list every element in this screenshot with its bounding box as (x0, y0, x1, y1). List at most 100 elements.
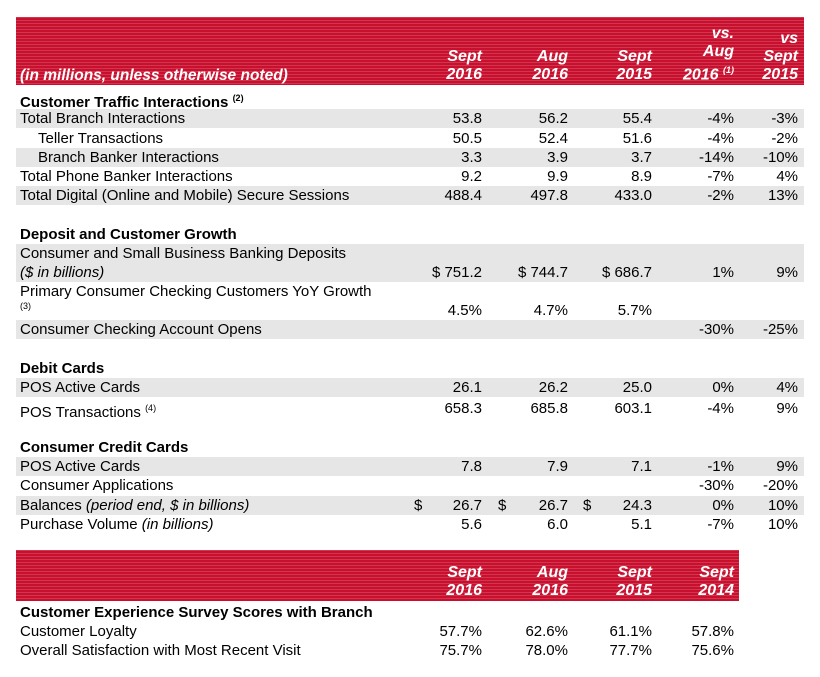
footnote-1: (1) (723, 64, 734, 75)
row-label: Balances (period end, $ in billions) (20, 497, 250, 514)
section-title-row: Deposit and Customer Growth (16, 225, 804, 244)
cell-vs-aug: -4% (707, 130, 734, 147)
footnote-3: (3) (20, 301, 31, 311)
cell-sept-2015: 5.7% (617, 302, 652, 319)
cell-sept-2015: 603.1 (614, 400, 652, 417)
cell-sept-2016: 9.2 (461, 168, 482, 185)
section-title: Debit Cards (20, 360, 105, 377)
cell-sept-2016: 5.6 (461, 516, 482, 533)
cell-vs-aug: 0% (712, 497, 734, 514)
cell-vs-aug: -30% (698, 321, 734, 338)
table-row: Teller Transactions 50.5 52.4 51.6 -4% -… (16, 129, 804, 148)
section-title-row: Customer Experience Survey Scores with B… (16, 603, 804, 622)
survey-col-sept-2014: Sept 2014 (698, 564, 734, 599)
cell-sept-2015: 433.0 (614, 187, 652, 204)
section-title-row: Debit Cards (16, 359, 804, 378)
row-label: POS Transactions (4) (20, 403, 157, 421)
header-col-vs-aug-2016: vs. Aug 2016 (1) (682, 24, 734, 83)
table-header-banner: Sept 2016 Aug 2016 Sept 2015 vs. Aug 2016 (… (16, 17, 804, 85)
cell-vs-aug: -30% (698, 477, 734, 494)
cell-vs-aug: -4% (707, 400, 734, 417)
table-row: Balances (period end, $ in billions) $ $… (16, 496, 804, 515)
cell-sept-2015: 7.1 (631, 458, 652, 475)
row-label: Customer Loyalty (20, 623, 137, 640)
cell-vs-sept: 9% (776, 264, 798, 281)
section-title: Customer Experience Survey Scores with B… (20, 604, 373, 621)
table-row: Total Digital (Online and Mobile) Secure… (16, 186, 804, 205)
section-title: Consumer Credit Cards (20, 439, 189, 456)
section-title: Deposit and Customer Growth (20, 226, 237, 243)
cell-aug-2016: 9.9 (547, 168, 568, 185)
table-row: POS Transactions (4) 658.3 685.8 603.1 -… (16, 399, 804, 421)
table-row: Branch Banker Interactions 3.3 3.9 3.7 -… (16, 148, 804, 167)
cell-sept-2015: 51.6 (622, 130, 652, 147)
cell-aug-2016: 7.9 (547, 458, 568, 475)
cell-vs-sept: -3% (771, 110, 798, 127)
cell-sept-2015: 25.0 (622, 379, 652, 396)
cell-vs-aug: -7% (707, 516, 734, 533)
cell-sept-2016: $ 751.2 (431, 264, 482, 281)
cell-sept-2016: 75.7% (439, 642, 482, 659)
row-label: Consumer and Small Business Banking Depo… (20, 245, 346, 262)
header-col-aug-2016: Aug 2016 (532, 48, 568, 83)
cell-vs-sept: -2% (771, 130, 798, 147)
cell-vs-sept: 4% (776, 379, 798, 396)
survey-header-banner: Sept 2016 Aug 2016 Sept 2015 Sept 2014 (16, 550, 739, 601)
survey-col-aug-2016: Aug 2016 (532, 564, 568, 599)
cell-sept-2016: 50.5 (452, 130, 482, 147)
cell-aug-2016: 56.2 (538, 110, 568, 127)
cell-sept-2015: 5.1 (631, 516, 652, 533)
cell-vs-sept: 10% (767, 516, 798, 533)
cell-vs-aug: -2% (707, 187, 734, 204)
table-row: Total Phone Banker Interactions 9.2 9.9 … (16, 167, 804, 186)
table-row: POS Active Cards 7.8 7.9 7.1 -1% 9% (16, 457, 804, 476)
table-row: Consumer Applications -30% -20% (16, 476, 804, 495)
cell-sept-2015: $ 686.7 (601, 264, 652, 281)
cell-aug-2016: 52.4 (538, 130, 568, 147)
cell-aug-2016: 62.6% (525, 623, 568, 640)
section-title-row: Consumer Credit Cards (16, 438, 804, 457)
cell-sept-2016: 658.3 (444, 400, 482, 417)
cell-aug-2016: 26.7 (538, 497, 568, 514)
row-label: Consumer Checking Account Opens (20, 321, 262, 338)
cell-sept-2015: 55.4 (622, 110, 652, 127)
cell-vs-sept: 9% (776, 458, 798, 475)
table-row: Overall Satisfaction with Most Recent Vi… (16, 641, 804, 660)
footnote-4: (4) (145, 403, 157, 413)
row-label: Purchase Volume (in billions) (20, 516, 214, 533)
row-label: Consumer Applications (20, 477, 174, 494)
cell-aug-2016: 4.7% (533, 302, 568, 319)
units-note: (in millions, unless otherwise noted) (20, 67, 288, 84)
row-label: Overall Satisfaction with Most Recent Vi… (20, 642, 301, 659)
table-row: Consumer and Small Business Banking Depo… (16, 244, 804, 282)
cell-aug-2016: 497.8 (530, 187, 568, 204)
cell-sept-2016: 57.7% (439, 623, 482, 640)
cell-vs-sept: -10% (762, 149, 798, 166)
cell-sept-2016: 53.8 (452, 110, 482, 127)
cell-vs-aug: -1% (707, 458, 734, 475)
table-row: Primary Consumer Checking Customers YoY … (16, 282, 804, 320)
cell-aug-2016: 26.2 (538, 379, 568, 396)
table-row: Purchase Volume (in billions) 5.6 6.0 5.… (16, 515, 804, 534)
header-col-sept-2016: Sept 2016 (446, 48, 482, 83)
row-label: Branch Banker Interactions (38, 149, 219, 166)
dollar-sign: $ (583, 497, 592, 514)
cell-vs-aug: -7% (707, 168, 734, 185)
row-label-unit: ($ in billions) (20, 264, 105, 281)
header-col-vs-sept-2015: vs Sept 2015 (762, 30, 798, 83)
cell-sept-2015: 3.7 (631, 149, 652, 166)
row-label: Teller Transactions (38, 130, 164, 147)
cell-sept-2016: 4.5% (447, 302, 482, 319)
cell-vs-sept: 4% (776, 168, 798, 185)
cell-vs-sept: 9% (776, 400, 798, 417)
row-label: Total Phone Banker Interactions (20, 168, 233, 185)
cell-vs-aug: 1% (712, 264, 734, 281)
cell-vs-sept: 13% (767, 187, 798, 204)
cell-sept-2015: 8.9 (631, 168, 652, 185)
table-row: Consumer Checking Account Opens -30% -25… (16, 320, 804, 339)
table-row: Total Branch Interactions 53.8 56.2 55.4… (16, 109, 804, 128)
table-row: Customer Loyalty 57.7% 62.6% 61.1% 57.8% (16, 622, 804, 641)
row-label: Total Digital (Online and Mobile) Secure… (20, 187, 350, 204)
cell-sept-2016: 3.3 (461, 149, 482, 166)
cell-sept-2016: 488.4 (444, 187, 482, 204)
